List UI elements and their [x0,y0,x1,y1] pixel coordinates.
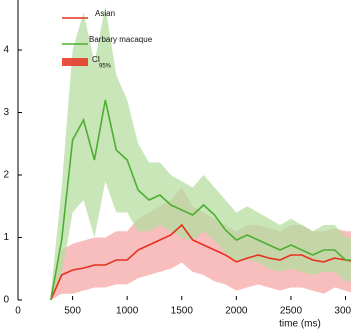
ci-band [50,6,351,300]
x-tick-label: 2000 [225,306,248,317]
y-tick-label: 3 [3,107,9,118]
legend-label: Asian [95,9,115,18]
legend-label: 95% [99,64,112,70]
y-tick-label: 2 [3,170,9,181]
legend-label: CI [92,55,100,64]
x-tick-label: 1500 [171,306,194,317]
x-tick-label: 3000 [334,306,351,317]
legend-swatch [62,58,88,66]
y-tick-label: 1 [3,232,9,243]
x-axis-label: time (ms) [279,319,321,330]
x-tick-label: 2500 [280,306,303,317]
x-tick-label: 500 [64,306,81,317]
series-line [49,99,351,300]
x-tick-label: 0 [15,306,21,317]
legend-label: Barbary macaque [89,35,153,44]
x-tick-label: 1000 [116,306,139,317]
y-tick-label: 4 [3,45,9,56]
y-tick-label: 0 [3,295,9,306]
series-line [50,223,351,300]
lines [49,99,351,300]
